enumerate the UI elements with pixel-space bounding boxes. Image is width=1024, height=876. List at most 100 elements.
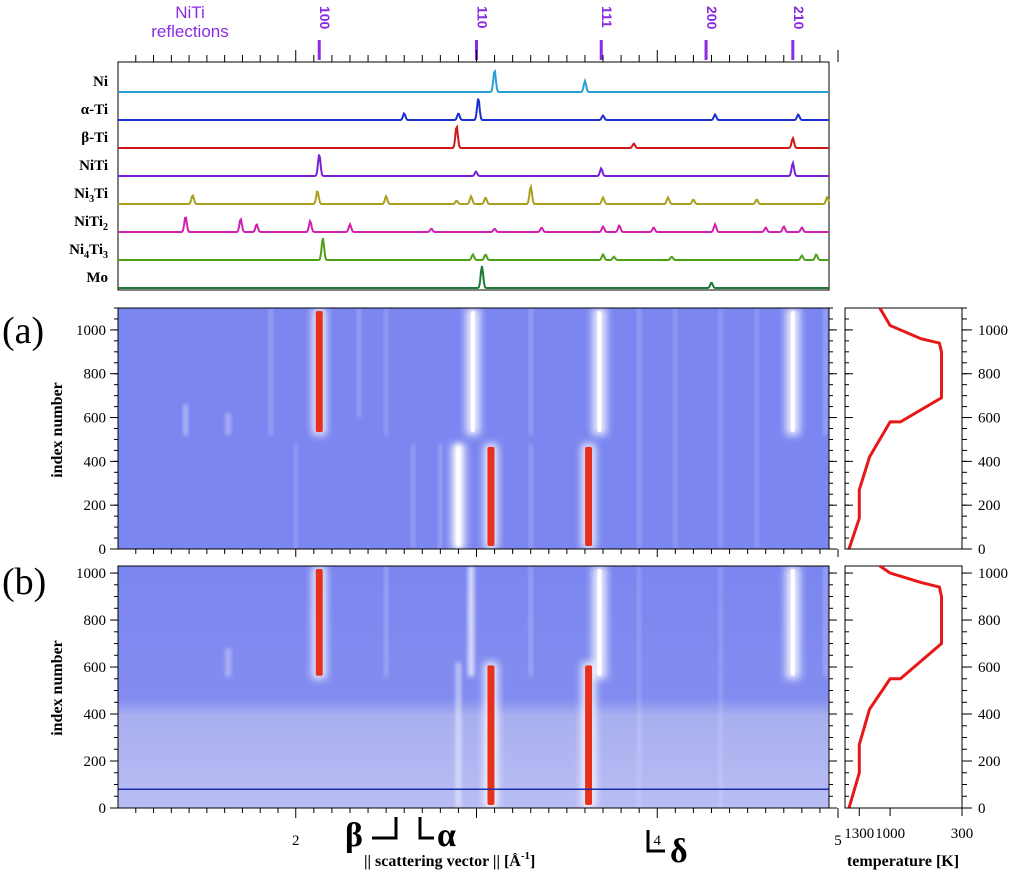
heatmap-streak	[269, 308, 273, 436]
heatmap-streak	[755, 308, 759, 549]
beta-bracket	[372, 817, 398, 840]
heatmap-streak	[225, 648, 231, 677]
y-tick-label: 600	[84, 411, 107, 427]
y-tick-label: 800	[84, 613, 107, 629]
y-tick-label: 400	[84, 454, 107, 470]
y-tick-label: 200	[84, 498, 107, 514]
heatmap-b	[118, 566, 829, 808]
x-tick-label: 5	[834, 833, 842, 849]
feature-line	[790, 311, 795, 433]
feature-line	[487, 665, 495, 805]
panel-a-label: (a)	[2, 310, 44, 352]
t-x-tick-label: 1300	[844, 826, 874, 842]
y-tick-label: 200	[84, 754, 107, 770]
y-tick-label: 600	[84, 660, 107, 676]
heatmap-streak	[384, 308, 388, 436]
x-axis-title-suffix: ]	[530, 853, 535, 870]
t-y-tick-label: 400	[978, 707, 1001, 723]
temperature-panel-a	[844, 307, 963, 550]
heatmap-streak	[719, 308, 723, 549]
phase-label: Ni3Ti	[74, 186, 108, 205]
heatmap-streak	[637, 566, 641, 808]
heatmap-streak	[529, 308, 533, 436]
t-x-tick-label: 1000	[875, 826, 905, 842]
heatmap-streak	[823, 566, 827, 677]
delta-bracket	[646, 830, 665, 853]
t-y-tick-label: 0	[978, 801, 986, 817]
feature-line	[315, 569, 323, 676]
phase-label: NiTi2	[74, 214, 108, 233]
niti-reflections-label-1: NiTi	[175, 3, 205, 22]
svg-text:|| scattering vector || [Å-1]: || scattering vector || [Å-1]	[364, 850, 535, 870]
phase-label: α-Ti	[81, 102, 108, 118]
temperature-curve	[847, 307, 943, 550]
temperature-curve	[847, 564, 943, 809]
feature-line	[470, 311, 475, 433]
panel-b-label: (b)	[2, 561, 46, 603]
panel-b-ylabel: index number	[49, 640, 66, 736]
t-y-tick-label: 800	[978, 613, 1001, 629]
niti-reflections-label-2: reflections	[151, 22, 228, 41]
phase-pattern	[118, 68, 829, 93]
feature-line	[487, 446, 495, 546]
t-x-tick-label: 300	[951, 826, 974, 842]
heatmap-streak	[438, 443, 442, 549]
phase-pattern	[118, 98, 829, 121]
y-tick-label: 800	[84, 367, 107, 383]
heatmap-streak	[411, 443, 415, 549]
y-tick-label: 1000	[76, 566, 106, 582]
heatmap-streak	[183, 404, 188, 436]
phase-label: β-Ti	[81, 130, 108, 146]
phase-pattern	[118, 124, 829, 149]
phase-label: Mo	[86, 270, 108, 286]
phase-pattern	[118, 154, 829, 177]
t-y-tick-label: 200	[978, 754, 1001, 770]
phase-label: Ni4Ti3	[69, 242, 108, 261]
heatmap-streak	[468, 566, 475, 677]
heatmap-streak	[637, 308, 641, 549]
heatmap-streak	[225, 413, 231, 436]
feature-line	[456, 446, 461, 546]
x-tick-label: 4	[654, 833, 662, 849]
t-y-tick-label: 800	[978, 367, 1001, 383]
heatmap-streak	[529, 443, 533, 549]
phase-pattern	[118, 237, 829, 261]
t-y-tick-label: 1000	[978, 566, 1008, 582]
niti-hkl-label: 200	[704, 6, 720, 30]
alpha-annotation: α	[437, 817, 456, 854]
heatmap-streak	[384, 566, 388, 677]
phase-label: Ni	[93, 74, 108, 90]
x-axis-title-exp: -1	[521, 850, 530, 862]
phase-pattern	[118, 265, 829, 289]
niti-hkl-label: 210	[791, 6, 807, 30]
alpha-bracket	[418, 817, 434, 840]
heatmap-streak	[455, 662, 461, 808]
panel-b: (b) 0 200 400 600 800 1000 2 4 5 index number 0 2…	[2, 549, 1008, 849]
feature-line	[315, 311, 323, 433]
t-y-tick-label: 400	[978, 454, 1001, 470]
delta-annotation: δ	[670, 833, 688, 870]
beta-annotation: β	[345, 817, 363, 854]
niti-reflections: NiTi reflections 100 110 111 200 210	[151, 3, 807, 60]
panel-a-ylabel: index number	[49, 382, 66, 478]
heatmap-a	[118, 308, 829, 549]
niti-hkl-label: 100	[317, 6, 333, 30]
t-y-tick-label: 600	[978, 660, 1001, 676]
phase-pattern	[118, 183, 830, 205]
heatmap-streak	[529, 566, 533, 677]
heatmap-streak	[823, 308, 827, 436]
phase-annotations: β α δ	[345, 817, 688, 870]
t-y-tick-label: 0	[978, 542, 986, 558]
heatmap-streak	[357, 308, 361, 418]
t-y-tick-label: 200	[978, 498, 1001, 514]
heatmap-streak	[719, 566, 723, 808]
panel-a: (a) 0 200 400 600 800 1000 index number 0 200 4…	[2, 307, 1008, 558]
phase-label: NiTi	[79, 158, 108, 174]
temperature-axis-title: temperature [K]	[847, 853, 959, 870]
y-tick-label: 1000	[76, 323, 106, 339]
feature-line	[585, 665, 593, 805]
y-tick-label: 400	[84, 707, 107, 723]
feature-line	[585, 446, 593, 546]
reference-patterns: Ni α-Ti β-Ti NiTi Ni3Ti NiTi2 Ni4Ti3 Mo	[69, 50, 839, 291]
